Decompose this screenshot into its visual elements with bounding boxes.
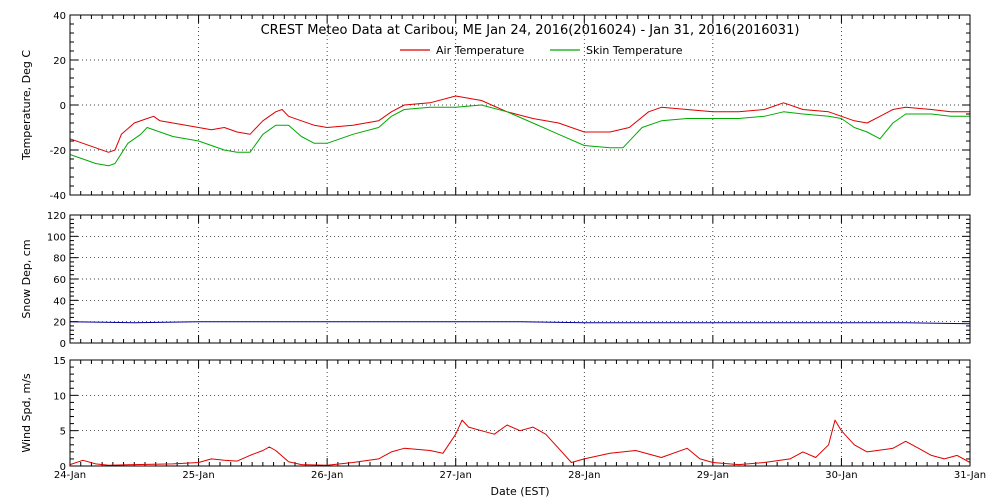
temperature-series-air-temperature: [69, 95, 970, 153]
x-tick-label: 25-Jan: [182, 470, 214, 481]
temperature-plot-frame: [69, 14, 971, 196]
temperature-y-tick-label: 0: [60, 101, 66, 112]
temperature-series-skin-temperature: [69, 104, 970, 167]
snow-depth-y-tick-label: 20: [53, 318, 66, 329]
wind-speed-y-axis-title: Wind Spd, m/s: [20, 373, 33, 453]
snow-depth-plot-frame: [69, 214, 971, 344]
temperature-y-tick-label: 40: [53, 11, 66, 22]
panel-temperature: -40 -20 0 20 40 Temperature, Deg C: [20, 11, 971, 202]
wind-speed-y-tick-label: 10: [53, 391, 66, 402]
wind-speed-y-tick-label: 15: [53, 356, 66, 367]
chart-panels: -40 -20 0 20 40 Temperature, Deg C 0 20 40 60 80 10…: [20, 11, 986, 481]
wind-speed-y-tick-label: 5: [60, 427, 66, 438]
snow-depth-y-tick-label: 80: [53, 254, 66, 265]
x-tick-label: 31-Jan: [954, 470, 986, 481]
wind-speed-series-line: [69, 419, 971, 466]
temperature-y-tick-label: -40: [50, 191, 66, 202]
snow-depth-y-tick-label: 120: [47, 211, 66, 222]
legend: Air Temperature Skin Temperature: [400, 44, 683, 57]
x-tick-label: 28-Jan: [568, 470, 600, 481]
x-tick-label: 26-Jan: [311, 470, 343, 481]
snow-depth-y-tick-label: 40: [53, 296, 66, 307]
panel-snow-depth: 0 20 40 60 80 100 120 Snow Dep, cm: [20, 211, 971, 350]
snow-depth-y-axis-title: Snow Dep, cm: [20, 239, 33, 318]
legend-skin-label: Skin Temperature: [586, 44, 683, 57]
wind-speed-y-tick-label: 0: [60, 462, 66, 473]
snow-depth-y-tick-label: 100: [47, 232, 66, 243]
x-tick-label: 27-Jan: [440, 470, 472, 481]
snow-depth-y-tick-label: 60: [53, 275, 66, 286]
chart-title: CREST Meteo Data at Caribou, ME Jan 24, …: [261, 23, 800, 38]
x-axis-title: Date (EST): [490, 485, 549, 498]
temperature-y-tick-label: 20: [53, 56, 66, 67]
wind-speed-plot-frame: [69, 359, 971, 467]
snow-depth-series-line: [69, 321, 971, 325]
legend-air-label: Air Temperature: [436, 44, 525, 57]
x-tick-label: 24-Jan: [54, 470, 86, 481]
x-tick-label: 30-Jan: [825, 470, 857, 481]
snow-depth-y-tick-label: 0: [60, 339, 66, 350]
x-tick-label: 29-Jan: [697, 470, 729, 481]
temperature-y-axis-title: Temperature, Deg C: [20, 50, 33, 161]
temperature-y-tick-label: -20: [50, 146, 66, 157]
panel-wind-speed: 0 5 10 15 Wind Spd, m/s 24-Jan 25-Jan 26-Jan 27-…: [20, 356, 986, 481]
